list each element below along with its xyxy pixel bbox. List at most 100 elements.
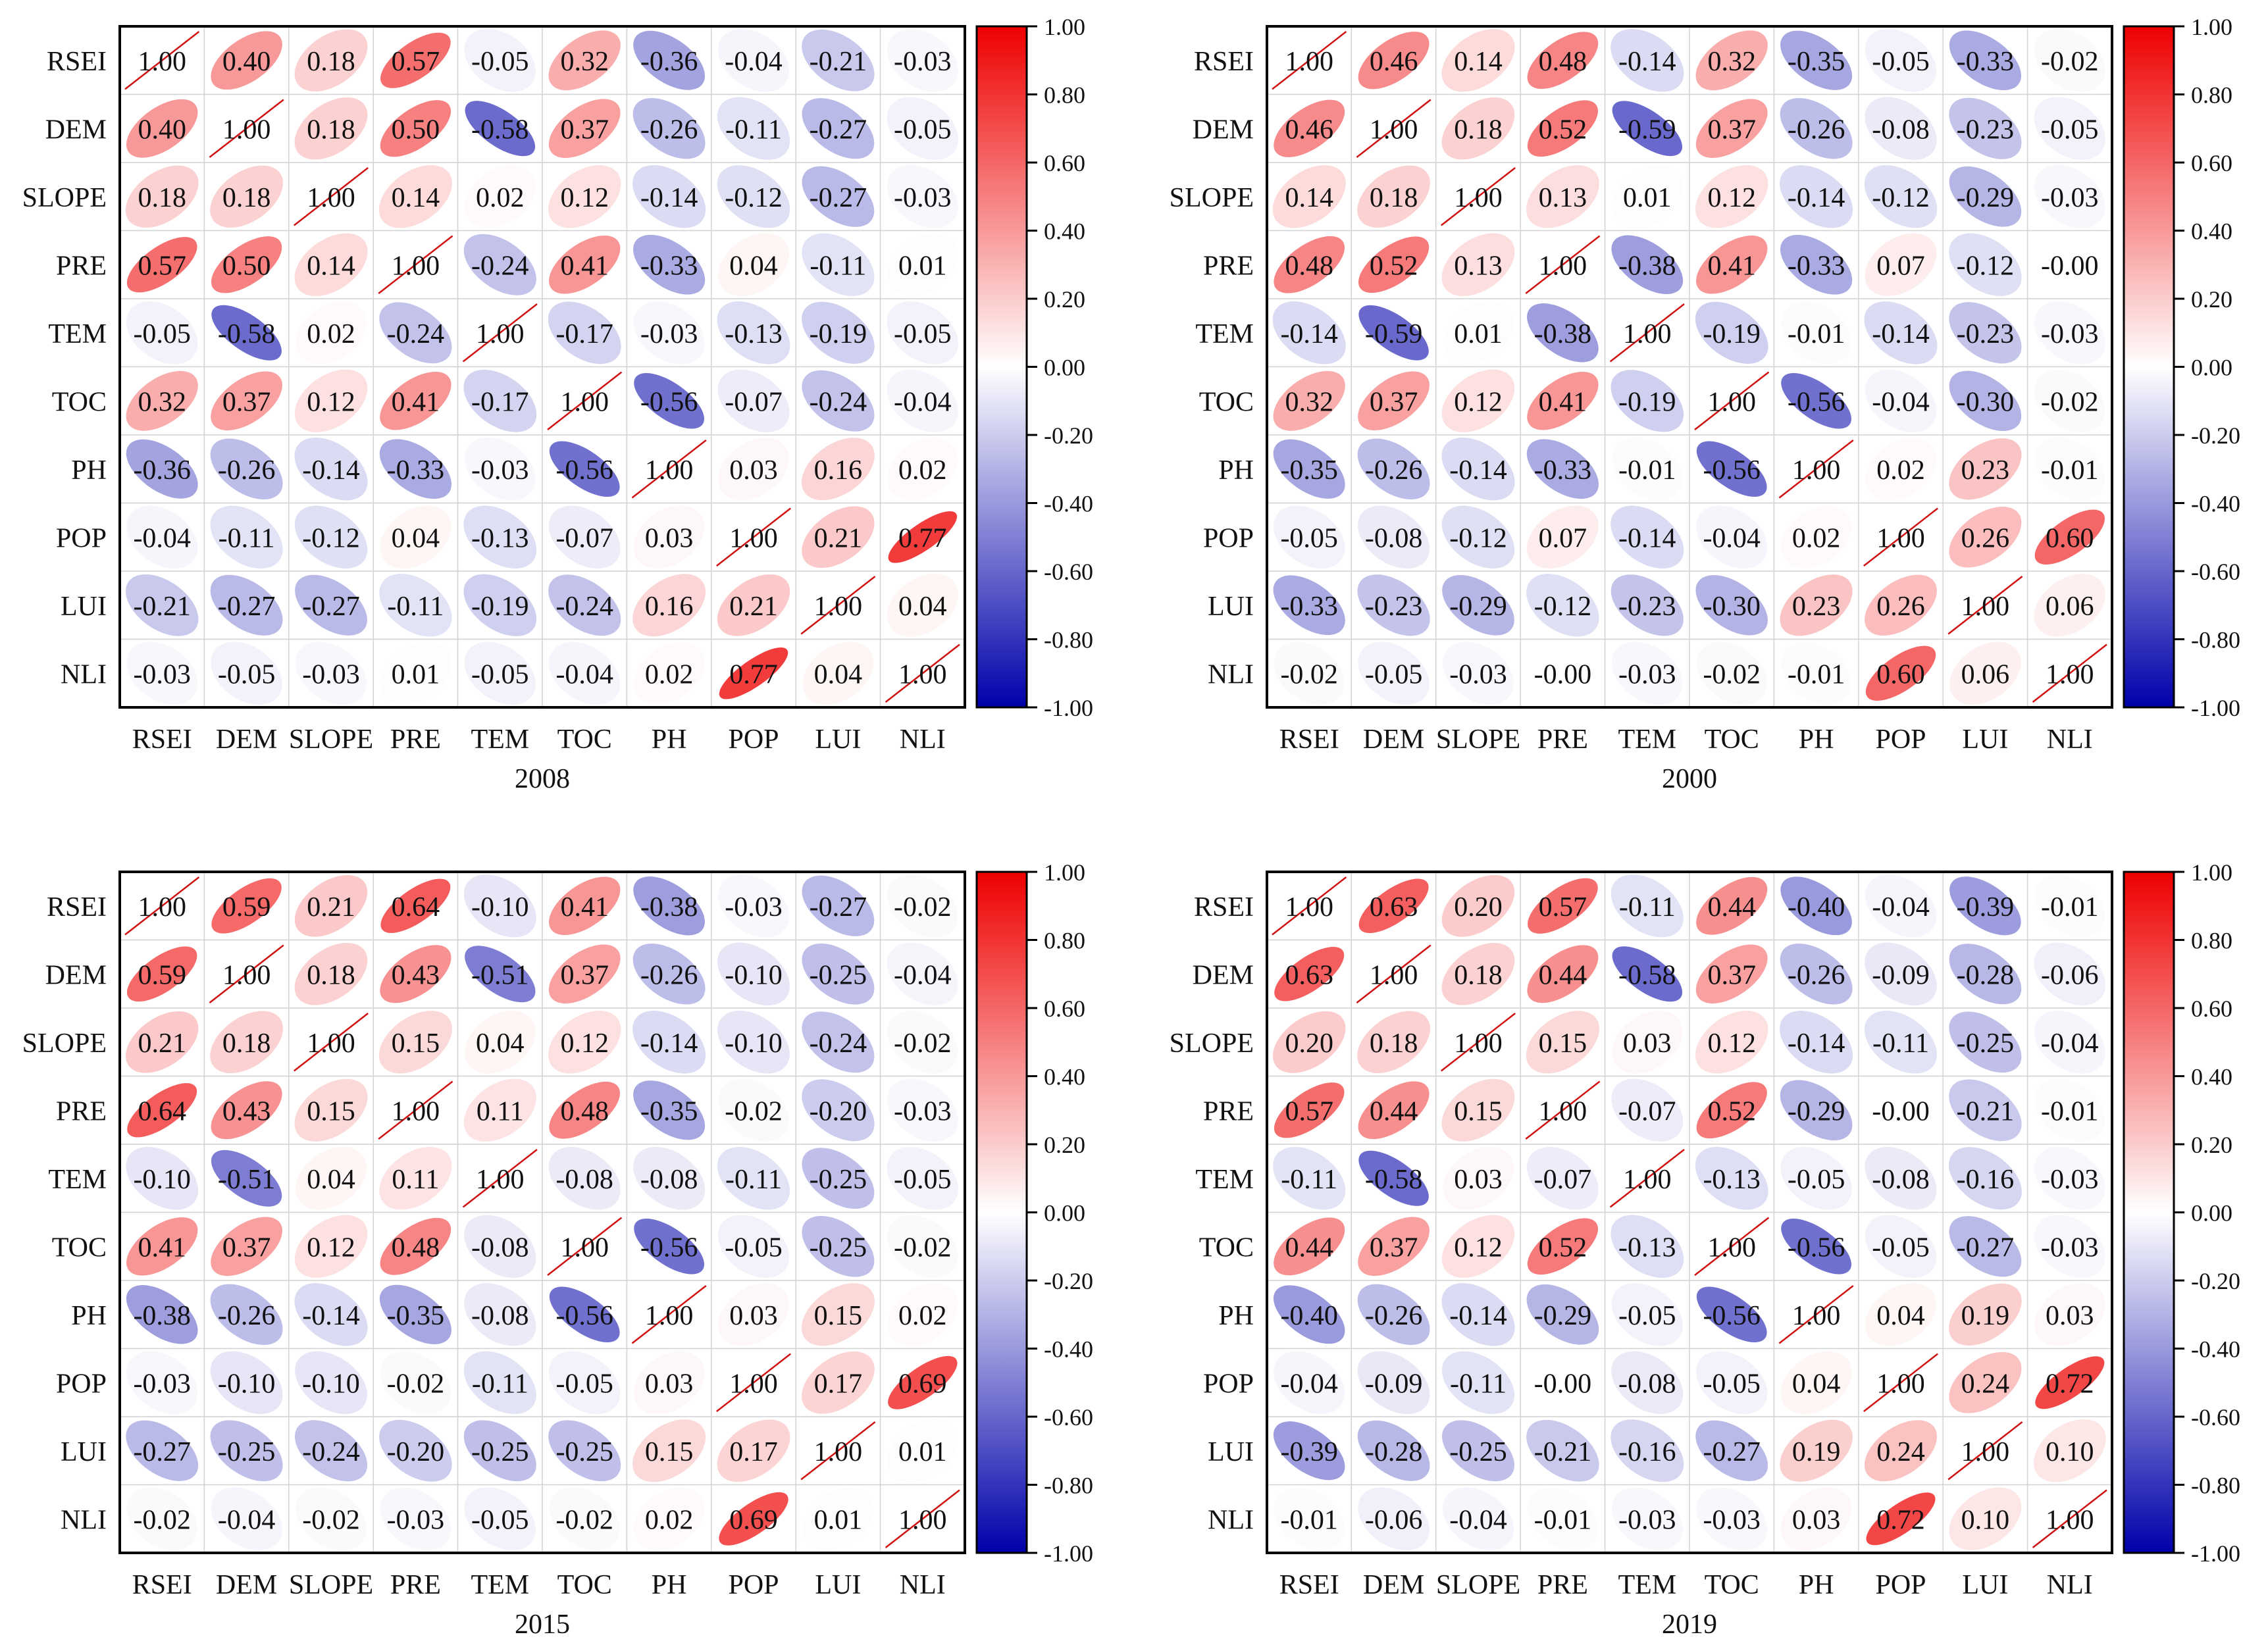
cell-value-label: -0.29 [1957, 183, 2015, 213]
cell-value-label: -0.05 [471, 47, 529, 77]
cell-value-label: 0.14 [1285, 183, 1333, 213]
diagonal-mark [2032, 644, 2107, 703]
correlation-ellipse [211, 1217, 282, 1277]
correlation-ellipse [1949, 438, 2022, 500]
correlation-ellipse [802, 1148, 875, 1209]
diagonal-mark [1694, 371, 1770, 430]
correlation-ellipse [463, 1420, 536, 1482]
correlation-ellipse [1864, 165, 1938, 228]
cell-value-label: 0.18 [1454, 114, 1503, 145]
cell-value-label: -0.27 [810, 183, 867, 213]
correlation-ellipse [802, 29, 875, 91]
cell-value-label: 0.40 [138, 114, 186, 145]
cell-value-label: -0.00 [1534, 659, 1592, 690]
cell-value-label: -0.19 [810, 319, 867, 349]
cell-value-label: 0.57 [1285, 1096, 1333, 1126]
cell-value-label: 0.41 [392, 387, 440, 417]
cell-value-label: -0.56 [640, 1232, 698, 1263]
cell-value-label: 1.00 [222, 114, 271, 145]
correlation-ellipse [125, 165, 199, 228]
y-tick-label: LUI [61, 1437, 107, 1467]
correlation-ellipse [211, 236, 282, 293]
diagonal-mark [1947, 1421, 2023, 1480]
correlation-ellipse [801, 438, 875, 501]
cell-value-label: 0.13 [1539, 183, 1587, 213]
cell-value-label: 0.12 [1707, 183, 1756, 213]
correlation-ellipse [1864, 301, 1938, 365]
cell-value-label: 1.00 [1876, 523, 1925, 553]
correlation-ellipse [887, 437, 958, 501]
correlation-ellipse [296, 642, 367, 705]
cell-value-label: 0.50 [222, 251, 271, 281]
correlation-ellipse [549, 441, 620, 497]
cell-value-label: -0.33 [1788, 251, 1845, 281]
correlation-ellipse [379, 1147, 452, 1210]
x-tick-label: PRE [1537, 1570, 1588, 1600]
correlation-ellipse [1274, 505, 1345, 569]
correlation-ellipse [1865, 437, 1936, 501]
panel-title: 2000 [1662, 764, 1717, 794]
y-tick-label: NLI [61, 1505, 107, 1535]
x-tick-label: PH [1799, 1570, 1834, 1600]
x-tick-label: SLOPE [289, 1570, 373, 1600]
correlation-ellipse [463, 1351, 536, 1414]
cell-value-label: 0.44 [1539, 960, 1587, 990]
cell-value-label: -0.13 [1703, 1165, 1761, 1195]
cell-value-label: -0.26 [640, 114, 698, 145]
cell-value-label: 1.00 [645, 1301, 694, 1331]
correlation-ellipse [1611, 642, 1683, 705]
cell-value-label: -0.23 [1957, 319, 2015, 349]
correlation-ellipse [463, 369, 537, 432]
cell-value-label: 0.60 [2046, 523, 2094, 553]
cell-value-label: -0.12 [302, 523, 360, 553]
correlation-ellipse [1528, 878, 1598, 934]
correlation-ellipse [127, 1083, 197, 1138]
cell-value-label: -0.39 [1957, 892, 2015, 923]
cell-value-label: 0.03 [1623, 1028, 1672, 1059]
cell-value-label: 0.41 [1539, 387, 1587, 417]
cell-value-label: -0.51 [218, 1165, 276, 1195]
cell-value-label: -0.02 [387, 1369, 445, 1399]
correlation-ellipse [718, 28, 789, 92]
x-tick-label: TEM [1618, 724, 1676, 755]
cell-value-label: -0.10 [302, 1369, 360, 1399]
cell-value-label: -0.03 [725, 892, 783, 923]
correlation-ellipse [887, 301, 958, 365]
correlation-ellipse [887, 164, 958, 228]
diagonal-mark [631, 1285, 707, 1344]
cell-value-label: -0.24 [471, 251, 529, 281]
cell-value-label: 0.03 [2046, 1301, 2094, 1331]
cell-value-label: -0.03 [2041, 183, 2099, 213]
cell-value-label: 1.00 [1623, 1165, 1672, 1195]
correlation-ellipse [294, 1215, 368, 1278]
cell-value-label: -0.26 [218, 1301, 276, 1331]
correlation-ellipse [1273, 1147, 1346, 1210]
cell-value-label: 0.14 [1454, 47, 1503, 77]
correlation-ellipse [126, 1420, 199, 1481]
cell-value-label: -0.08 [1872, 1165, 1930, 1195]
cell-value-label: -0.33 [640, 251, 698, 281]
correlation-ellipse [1780, 1487, 1852, 1551]
x-tick-label: DEM [216, 1570, 277, 1600]
correlation-ellipse [802, 166, 875, 227]
correlation-ellipse [126, 1487, 197, 1551]
cell-value-label: -0.04 [1703, 523, 1761, 553]
correlation-ellipse [465, 164, 536, 228]
y-tick-label: TEM [48, 319, 107, 349]
cell-value-label: -0.05 [218, 659, 276, 690]
correlation-ellipse [1357, 1420, 1430, 1481]
correlation-ellipse [802, 301, 875, 364]
colorbar-tick-label: -0.20 [2191, 1268, 2240, 1294]
cell-value-label: -0.56 [1703, 455, 1761, 486]
cell-value-label: 0.12 [307, 1232, 355, 1263]
cell-value-label: 0.41 [1707, 251, 1756, 281]
cell-value-label: 0.19 [1792, 1437, 1841, 1467]
correlation-ellipse [802, 1487, 873, 1551]
correlation-ellipse [887, 942, 958, 1006]
cell-value-label: 1.00 [307, 1028, 355, 1059]
correlation-ellipse [1441, 369, 1515, 432]
correlation-ellipse [126, 1351, 198, 1415]
cell-value-label: 1.00 [729, 1369, 778, 1399]
correlation-ellipse [1780, 1351, 1852, 1415]
cell-value-label: 0.64 [392, 892, 440, 923]
